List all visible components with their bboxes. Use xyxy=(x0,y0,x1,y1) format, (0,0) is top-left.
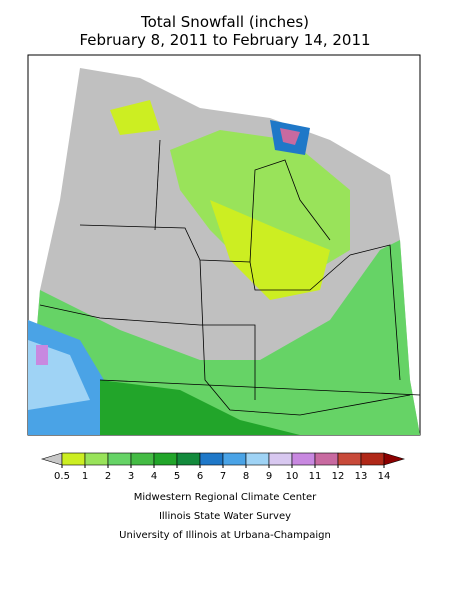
legend-tick-label: 1 xyxy=(82,471,88,482)
legend-tick-label: 5 xyxy=(174,471,180,482)
credit-line: Midwestern Regional Climate Center xyxy=(134,492,317,503)
legend-swatch xyxy=(176,452,201,466)
snow-zone xyxy=(280,128,300,145)
credit-line: University of Illinois at Urbana-Champai… xyxy=(119,530,331,541)
legend-swatch xyxy=(268,452,293,466)
legend-tick-label: 4 xyxy=(151,471,157,482)
state-line xyxy=(154,139,161,231)
snow-zone xyxy=(100,380,300,435)
map xyxy=(27,54,421,436)
legend-tick-label: 13 xyxy=(355,471,368,482)
credits: Midwestern Regional Climate Center Illino… xyxy=(119,492,331,541)
state-line xyxy=(199,259,411,416)
state-line xyxy=(39,304,256,400)
legend-tick-label: 7 xyxy=(220,471,226,482)
state-line xyxy=(349,244,401,381)
state-line xyxy=(249,159,331,263)
legend-tick-label: 11 xyxy=(309,471,322,482)
legend-swatch xyxy=(222,452,247,466)
legend-swatch xyxy=(360,452,385,466)
legend-tick-label: 12 xyxy=(332,471,345,482)
state-line xyxy=(99,379,420,396)
legend-tick-label: 2 xyxy=(105,471,111,482)
legend-tick-label: 9 xyxy=(266,471,272,482)
legend-swatch xyxy=(337,452,362,466)
legend-swatch xyxy=(245,452,270,466)
legend-swatch xyxy=(314,452,339,466)
legend-tick-label: 8 xyxy=(243,471,249,482)
snow-zone xyxy=(210,200,330,300)
legend-tick-label: 6 xyxy=(197,471,203,482)
legend-tick-label: 10 xyxy=(286,471,299,482)
legend-tick-label: 14 xyxy=(378,471,391,482)
legend-swatch xyxy=(61,452,86,466)
legend-swatch xyxy=(291,452,316,466)
legend-swatch xyxy=(107,452,132,466)
legend-swatch xyxy=(84,452,109,466)
snow-zone xyxy=(110,100,160,135)
legend: 0.5 1 2 3 4 5 6 7 8 9 10 11 12 13 14 xyxy=(40,452,406,482)
legend-end xyxy=(40,452,63,466)
legend-tick-label: 0.5 xyxy=(54,471,70,482)
title-line: February 8, 2011 to February 14, 2011 xyxy=(79,31,370,49)
legend-swatch xyxy=(130,452,155,466)
credit-line: Illinois State Water Survey xyxy=(159,511,291,522)
legend-swatch xyxy=(199,452,224,466)
legend-tick-label: 3 xyxy=(128,471,134,482)
legend-end xyxy=(383,452,406,466)
title-line: Total Snowfall (inches) xyxy=(140,13,309,31)
legend-swatch xyxy=(153,452,178,466)
snow-zone xyxy=(36,345,48,365)
